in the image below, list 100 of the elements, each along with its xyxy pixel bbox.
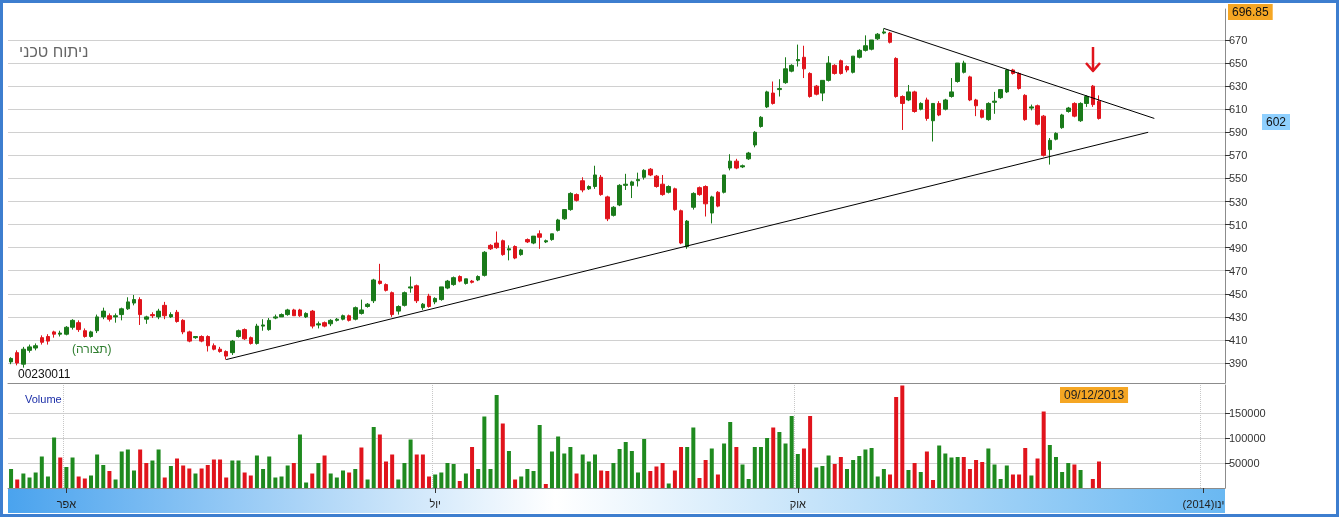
bar [519, 476, 524, 488]
annotation: 00230011 [18, 367, 71, 381]
bar [88, 475, 93, 488]
text: 696.85 [1232, 5, 1270, 19]
bar [248, 475, 253, 488]
bar [230, 460, 235, 488]
bar [95, 454, 100, 488]
candlestick [550, 233, 554, 242]
bar [476, 469, 481, 488]
candlestick [900, 94, 905, 131]
x-tick-label: אפר [56, 497, 77, 510]
candlestick [802, 45, 806, 79]
bar [70, 457, 75, 488]
candlestick [587, 184, 591, 191]
bar [52, 437, 57, 488]
candlestick [427, 293, 431, 309]
candlestick [845, 64, 849, 73]
candlestick [986, 101, 991, 122]
bar [304, 482, 309, 488]
bar [439, 472, 444, 488]
candlestick [126, 296, 130, 311]
bar [728, 422, 733, 488]
bar [316, 463, 321, 488]
bar [1035, 458, 1040, 488]
bar [322, 455, 327, 488]
y-tick-label: 100000 [1229, 432, 1266, 444]
candlestick [962, 60, 966, 74]
candlestick [365, 302, 370, 309]
y-tick-label: 650 [1229, 57, 1248, 70]
candlestick [476, 274, 480, 282]
y-tick-label: 630 [1229, 80, 1248, 93]
candlestick [605, 195, 610, 222]
bar [427, 476, 432, 488]
bar [365, 479, 370, 488]
bar [457, 481, 462, 488]
bar [679, 447, 684, 488]
bar [672, 470, 677, 488]
bar [838, 457, 843, 488]
candlestick [218, 346, 222, 354]
y-tick-label: 590 [1229, 126, 1248, 139]
bar [574, 473, 579, 488]
bar [556, 436, 561, 488]
bar [433, 474, 438, 488]
x-tick-label: (2014)ינו [1182, 497, 1225, 510]
y-tick-label: 510 [1229, 218, 1248, 231]
candlestick [15, 349, 19, 366]
candlestick [925, 97, 929, 122]
candlestick [949, 77, 954, 99]
candlestick [740, 164, 745, 169]
candlestick [1048, 137, 1052, 166]
bar [470, 447, 475, 488]
candlestick [814, 84, 819, 96]
candlestick [187, 330, 192, 343]
bar [33, 472, 38, 488]
candlestick [580, 176, 585, 193]
bar [1072, 464, 1077, 488]
bar [371, 427, 376, 488]
candlestick [519, 248, 523, 257]
bar [660, 463, 665, 488]
candlestick [759, 115, 763, 129]
bar [832, 464, 837, 488]
bar [808, 416, 813, 488]
candlestick [298, 308, 302, 318]
bar [955, 457, 960, 488]
candlestick [162, 301, 167, 320]
bar [347, 472, 352, 488]
candlestick [998, 89, 1003, 100]
bar [1029, 475, 1034, 488]
candlestick [212, 342, 216, 351]
bar [580, 454, 585, 488]
candlestick [931, 102, 935, 143]
bar [211, 459, 216, 488]
candlestick [888, 31, 892, 44]
bar [218, 459, 223, 488]
candlestick [1097, 94, 1101, 121]
candlestick [144, 315, 149, 325]
bar [636, 472, 641, 488]
candlestick [851, 55, 855, 74]
bar [1097, 461, 1101, 488]
candlestick [642, 168, 646, 181]
candlestick [943, 98, 948, 111]
candlestick [710, 195, 714, 224]
bar [697, 478, 702, 488]
bar [943, 453, 948, 488]
y-tick-label: 450 [1229, 287, 1248, 300]
candlestick [919, 101, 923, 111]
bar [340, 470, 345, 488]
bar [937, 445, 942, 488]
bar [224, 477, 229, 488]
bar [408, 439, 413, 488]
bar [974, 460, 979, 488]
candlestick [777, 78, 782, 98]
bar [101, 465, 106, 488]
candlestick [249, 336, 253, 346]
bar [334, 477, 339, 488]
bar [967, 469, 972, 488]
candlestick [95, 314, 99, 334]
candlestick [433, 296, 437, 305]
bar [1023, 448, 1028, 488]
annotation: (תצורה) [72, 342, 112, 356]
